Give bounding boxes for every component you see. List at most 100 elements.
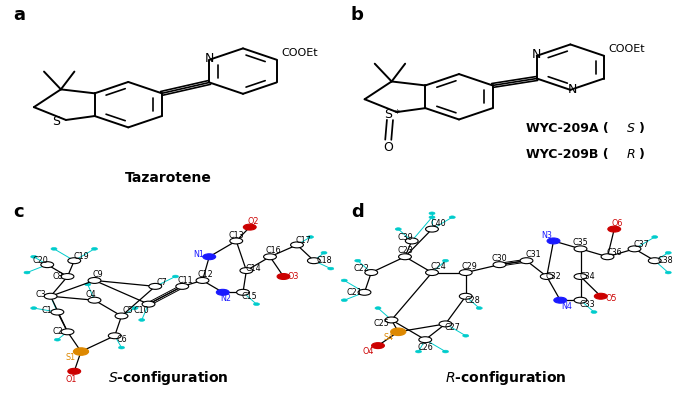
Text: COOEt: COOEt bbox=[608, 44, 645, 54]
Ellipse shape bbox=[493, 261, 506, 268]
Text: S1: S1 bbox=[65, 353, 76, 362]
Text: C29: C29 bbox=[461, 262, 477, 271]
Ellipse shape bbox=[425, 269, 439, 276]
Text: C32: C32 bbox=[545, 272, 562, 281]
Ellipse shape bbox=[41, 261, 54, 268]
Text: C20: C20 bbox=[32, 256, 49, 265]
Text: C30: C30 bbox=[491, 254, 508, 263]
Ellipse shape bbox=[109, 333, 121, 339]
Text: C16: C16 bbox=[265, 246, 281, 255]
Ellipse shape bbox=[375, 307, 381, 310]
Ellipse shape bbox=[341, 299, 347, 302]
Ellipse shape bbox=[591, 310, 597, 314]
Text: C25: C25 bbox=[373, 320, 389, 328]
Text: C11: C11 bbox=[178, 276, 194, 285]
Ellipse shape bbox=[202, 254, 216, 260]
Text: C6: C6 bbox=[116, 335, 127, 344]
Ellipse shape bbox=[139, 318, 144, 322]
Text: *: * bbox=[395, 109, 400, 119]
Ellipse shape bbox=[355, 259, 360, 262]
Ellipse shape bbox=[24, 271, 30, 274]
Text: C26: C26 bbox=[417, 343, 433, 352]
Text: Tazarotene: Tazarotene bbox=[126, 171, 212, 185]
Text: ): ) bbox=[639, 122, 645, 135]
Text: COOEt: COOEt bbox=[281, 48, 319, 58]
Ellipse shape bbox=[574, 246, 587, 252]
Text: a: a bbox=[14, 6, 26, 24]
Ellipse shape bbox=[54, 338, 61, 341]
Ellipse shape bbox=[443, 259, 448, 262]
Text: C39: C39 bbox=[397, 233, 413, 241]
Text: S: S bbox=[52, 115, 60, 128]
Text: C28: C28 bbox=[464, 296, 481, 305]
Text: d: d bbox=[351, 203, 364, 222]
Text: C1: C1 bbox=[42, 306, 53, 314]
Text: C19: C19 bbox=[73, 252, 89, 261]
Ellipse shape bbox=[307, 235, 313, 238]
Text: C12: C12 bbox=[198, 270, 214, 279]
Text: C5: C5 bbox=[123, 306, 134, 314]
Text: O2: O2 bbox=[247, 217, 259, 226]
Ellipse shape bbox=[263, 254, 277, 260]
Text: C36: C36 bbox=[606, 248, 622, 257]
Text: b: b bbox=[351, 6, 364, 24]
Text: N1: N1 bbox=[194, 250, 205, 259]
Text: N3: N3 bbox=[541, 231, 552, 239]
Ellipse shape bbox=[31, 307, 36, 310]
Text: C4: C4 bbox=[86, 290, 97, 299]
Text: $\it{R}$: $\it{R}$ bbox=[626, 148, 636, 160]
Ellipse shape bbox=[290, 242, 304, 248]
Ellipse shape bbox=[462, 334, 468, 337]
Text: C7: C7 bbox=[157, 278, 167, 287]
Ellipse shape bbox=[240, 268, 252, 273]
Text: N2: N2 bbox=[221, 294, 232, 303]
Text: C22: C22 bbox=[353, 264, 369, 273]
Ellipse shape bbox=[554, 297, 567, 303]
Ellipse shape bbox=[418, 337, 432, 342]
Text: C17: C17 bbox=[296, 237, 312, 245]
Ellipse shape bbox=[47, 295, 54, 298]
Ellipse shape bbox=[395, 228, 401, 230]
Text: C14: C14 bbox=[245, 264, 261, 273]
Text: S4: S4 bbox=[383, 333, 393, 342]
Ellipse shape bbox=[574, 297, 587, 303]
Ellipse shape bbox=[429, 216, 435, 219]
Ellipse shape bbox=[51, 247, 57, 250]
Ellipse shape bbox=[439, 321, 452, 327]
Text: C18: C18 bbox=[316, 256, 332, 265]
Ellipse shape bbox=[415, 350, 421, 353]
Text: $\mathit{R}$-configuration: $\mathit{R}$-configuration bbox=[446, 369, 567, 387]
Ellipse shape bbox=[88, 297, 101, 303]
Ellipse shape bbox=[254, 303, 259, 306]
Text: $\mathit{S}$-configuration: $\mathit{S}$-configuration bbox=[109, 369, 229, 387]
Ellipse shape bbox=[44, 293, 57, 299]
Text: ): ) bbox=[639, 148, 645, 160]
Ellipse shape bbox=[429, 212, 435, 214]
Text: N: N bbox=[532, 48, 541, 61]
Text: WYC-209A (: WYC-209A ( bbox=[526, 122, 610, 135]
Ellipse shape bbox=[608, 226, 621, 232]
Ellipse shape bbox=[547, 238, 560, 244]
Ellipse shape bbox=[173, 275, 178, 278]
Ellipse shape bbox=[132, 307, 138, 310]
Ellipse shape bbox=[648, 258, 662, 264]
Ellipse shape bbox=[459, 293, 472, 299]
Ellipse shape bbox=[61, 273, 74, 280]
Text: c: c bbox=[14, 203, 24, 222]
Text: C2: C2 bbox=[52, 327, 63, 336]
Ellipse shape bbox=[61, 329, 74, 335]
Ellipse shape bbox=[327, 267, 333, 270]
Text: O5: O5 bbox=[605, 294, 617, 303]
Ellipse shape bbox=[443, 350, 448, 353]
Ellipse shape bbox=[450, 216, 455, 219]
Ellipse shape bbox=[148, 283, 162, 289]
Text: N4: N4 bbox=[562, 302, 572, 310]
Ellipse shape bbox=[398, 254, 412, 260]
Text: C35: C35 bbox=[572, 239, 589, 247]
Text: C8: C8 bbox=[52, 272, 63, 281]
Text: C34: C34 bbox=[579, 272, 595, 281]
Ellipse shape bbox=[216, 289, 230, 295]
Ellipse shape bbox=[405, 238, 418, 244]
Text: C24: C24 bbox=[431, 262, 447, 271]
Ellipse shape bbox=[230, 238, 242, 244]
